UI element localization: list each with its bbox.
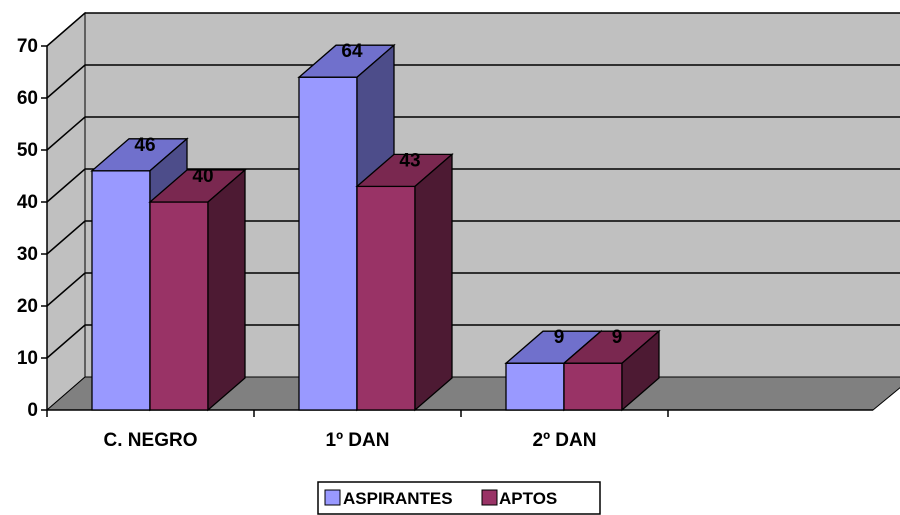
side-wall — [46, 11, 86, 412]
x-tick-label: 2º DAN — [533, 430, 597, 451]
legend-swatch-aptos — [481, 489, 498, 506]
data-label: 43 — [399, 150, 420, 171]
gridline — [46, 116, 900, 151]
x-tick-label: C. NEGRO — [104, 430, 198, 451]
x-tick-label: 1º DAN — [326, 430, 390, 451]
data-label: 46 — [134, 135, 155, 156]
legend-label-aptos: APTOS — [499, 489, 557, 508]
y-tick-label: 70 — [17, 36, 38, 57]
gridline — [46, 272, 900, 307]
legend-box — [317, 481, 601, 515]
bar-aspirantes-2 — [505, 362, 565, 411]
data-label: 9 — [554, 327, 565, 348]
y-tick-label: 20 — [17, 296, 38, 317]
y-tick-label: 30 — [17, 244, 38, 265]
bar-side-aptos-2 — [621, 329, 660, 412]
legend-swatch-aspirantes — [324, 489, 341, 506]
gridline — [46, 168, 900, 203]
y-tick-label: 60 — [17, 88, 38, 109]
y-tick-label: 40 — [17, 192, 38, 213]
gridline — [46, 64, 900, 99]
bar-aspirantes-0 — [91, 170, 151, 411]
bar-aptos-2 — [563, 362, 623, 411]
bar-aptos-0 — [149, 201, 209, 411]
gridline — [46, 220, 900, 255]
gridline — [46, 324, 900, 359]
y-tick-label: 0 — [27, 400, 38, 421]
data-label: 40 — [192, 166, 213, 187]
bars — [90, 43, 661, 412]
bar-aptos-1 — [356, 185, 416, 411]
bar-aspirantes-1 — [298, 76, 358, 411]
data-label: 64 — [341, 41, 363, 62]
bar-side-aptos-0 — [207, 168, 246, 412]
legend: ASPIRANTES APTOS — [317, 481, 601, 515]
bar-side-aptos-1 — [414, 152, 453, 412]
gridline — [46, 12, 900, 47]
y-tick-label: 50 — [17, 140, 38, 161]
data-label: 9 — [612, 327, 623, 348]
y-tick-label: 10 — [17, 348, 38, 369]
legend-label-aspirantes: ASPIRANTES — [343, 489, 453, 508]
chart-walls — [45, 11, 900, 412]
labels: 0 10 20 30 40 50 60 70 46 40 C. NEGRO 64 43 1º DAN 9 9 2… — [17, 36, 622, 451]
gridlines — [46, 12, 900, 359]
